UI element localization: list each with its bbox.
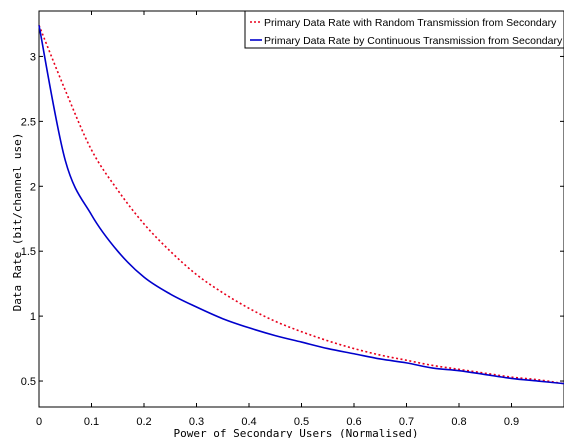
x-tick-label: 0 bbox=[36, 416, 42, 428]
series-line-continuous bbox=[38, 25, 564, 385]
y-tick-label: 0.5 bbox=[21, 376, 36, 388]
legend-box bbox=[244, 10, 564, 49]
series-layer bbox=[38, 24, 564, 385]
x-axis-ticks: 0 0.1 0.2 0.3 0.4 0.5 0.6 0.7 0.8 0.9 bbox=[36, 11, 519, 428]
y-tick-label: 1 bbox=[30, 311, 36, 323]
x-tick-label: 0.8 bbox=[451, 416, 466, 428]
legend-label-continuous: Primary Data Rate by Continuous Transmis… bbox=[264, 35, 563, 47]
y-tick-label: 3 bbox=[30, 51, 36, 63]
x-tick-label: 0.1 bbox=[84, 416, 99, 428]
y-axis-label: Data Rate (bit/channel use) bbox=[11, 133, 24, 312]
y-tick-label: 1.5 bbox=[21, 246, 36, 258]
legend-label-random: Primary Data Rate with Random Transmissi… bbox=[264, 17, 557, 29]
x-tick-label: 0.2 bbox=[136, 416, 151, 428]
plot-area bbox=[38, 10, 564, 408]
x-tick-label: 0.4 bbox=[241, 416, 256, 428]
series-line-random bbox=[38, 24, 564, 385]
y-tick-label: 2 bbox=[30, 181, 36, 193]
x-tick-label: 0.6 bbox=[346, 416, 361, 428]
x-axis-label: Power of Secondary Users (Normalised) bbox=[173, 427, 418, 438]
x-tick-label: 0.5 bbox=[294, 416, 309, 428]
y-tick-label: 2.5 bbox=[21, 116, 36, 128]
y-axis-ticks: 0.5 1 1.5 2 2.5 3 bbox=[21, 51, 564, 388]
x-tick-label: 0.9 bbox=[504, 416, 519, 428]
x-tick-label: 0.7 bbox=[399, 416, 414, 428]
legend: Primary Data Rate with Random Transmissi… bbox=[244, 10, 564, 49]
x-tick-label: 0.3 bbox=[189, 416, 204, 428]
